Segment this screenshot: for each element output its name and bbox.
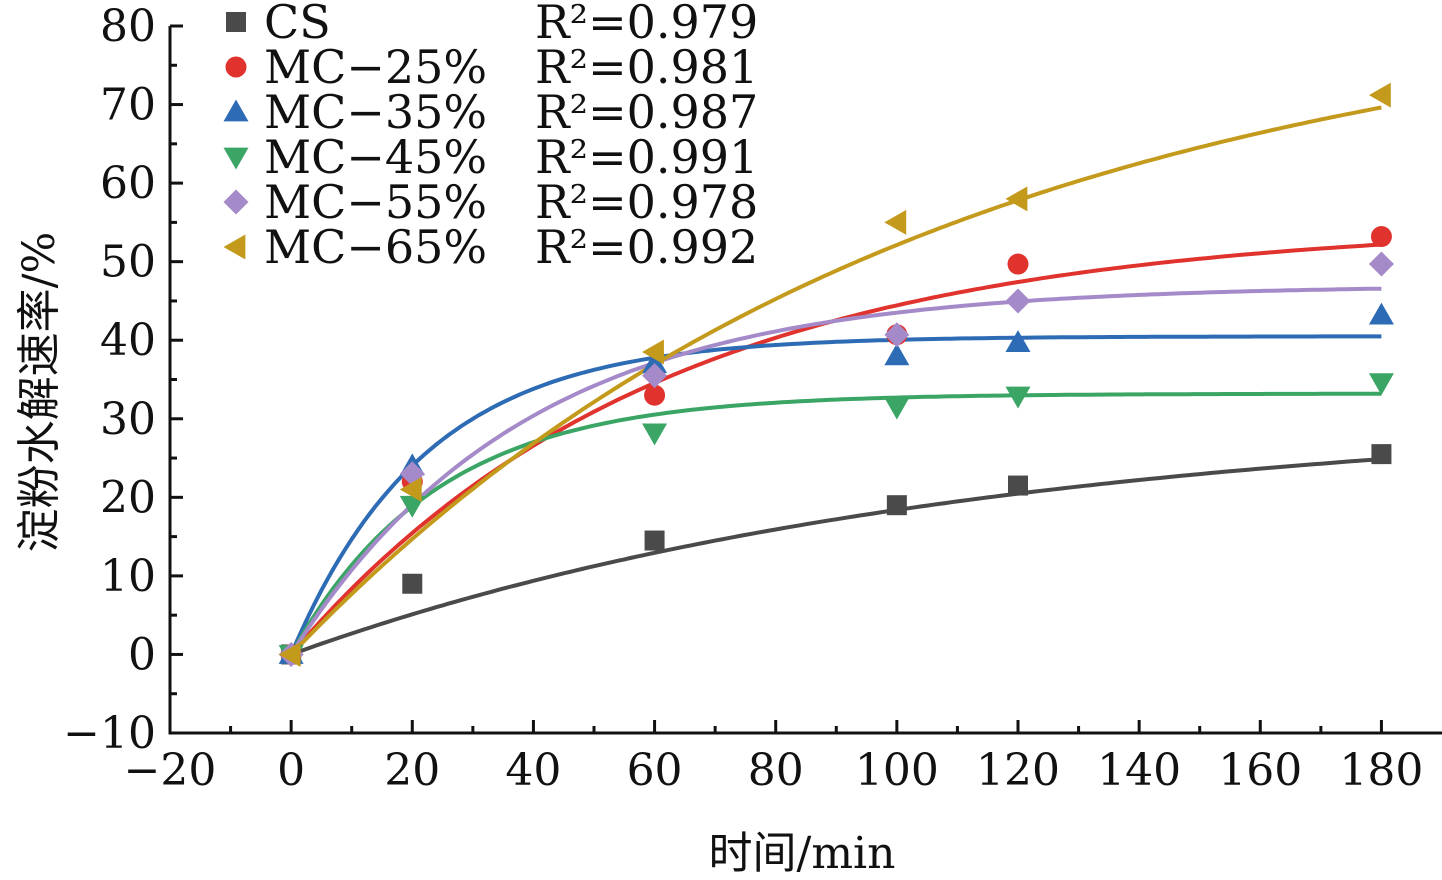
data-point-5-0 <box>278 641 301 667</box>
x-tick-label: 140 <box>1097 745 1181 796</box>
data-point-5-4 <box>1005 186 1028 212</box>
x-tick-label: 180 <box>1339 745 1423 796</box>
data-point-5-5 <box>1368 82 1391 108</box>
data-point-1-4 <box>1007 253 1029 275</box>
data-point-4-3 <box>884 322 910 348</box>
data-point-1-5 <box>1370 226 1392 248</box>
legend-series-name: MC−35% <box>264 85 487 139</box>
x-tick-label: 60 <box>627 745 683 796</box>
fit-curve-2 <box>289 334 1382 656</box>
fit-curve-4 <box>289 286 1382 656</box>
legend-series-name: CS <box>264 0 331 49</box>
data-point-3-5 <box>1368 373 1394 396</box>
legend: CS R²=0.979 MC−25% R²=0.981 MC−35% R²=0.987 MC… <box>223 0 758 274</box>
x-tick-label: −20 <box>124 745 217 796</box>
y-tick-label: 20 <box>100 472 156 523</box>
x-tick-label: 120 <box>976 745 1060 796</box>
data-point-0-3 <box>886 495 907 516</box>
legend-marker-4 <box>223 189 249 215</box>
data-point-3-2 <box>642 423 668 446</box>
legend-marker-1 <box>225 56 247 78</box>
data-point-3-3 <box>884 397 910 420</box>
legend-series-name: MC−25% <box>264 40 487 94</box>
fit-curve-0 <box>290 457 1382 657</box>
y-axis-title: 淀粉水解速率/% <box>14 232 65 553</box>
x-tick-label: 80 <box>748 745 804 796</box>
fit-curve-3 <box>289 391 1382 656</box>
y-tick-label: 10 <box>100 551 156 602</box>
x-tick-label: 0 <box>277 745 305 796</box>
legend-marker-3 <box>223 147 249 170</box>
legend-r2: R²=0.991 <box>535 130 758 184</box>
legend-marker-5 <box>223 234 246 260</box>
legend-marker-0 <box>226 12 246 32</box>
data-point-2-2 <box>642 351 668 374</box>
fit-curve-1 <box>289 242 1382 656</box>
axes: −10 0 10 20 30 40 50 60 70 80 −20 0 20 40 60 80 100 120 14… <box>63 1 1442 796</box>
x-tick-label: 160 <box>1218 745 1302 796</box>
data-point-4-2 <box>642 363 668 389</box>
legend-marker-2 <box>223 99 249 122</box>
fit-curves <box>289 105 1382 657</box>
y-tick-label: −10 <box>63 708 156 759</box>
data-point-3-4 <box>1005 386 1031 409</box>
y-tick-label: 0 <box>128 629 156 680</box>
data-points <box>278 82 1394 667</box>
data-point-0-5 <box>1371 444 1392 465</box>
y-tick-label: 30 <box>100 394 156 445</box>
data-point-4-4 <box>1005 288 1031 314</box>
legend-series-name: MC−65% <box>264 220 487 274</box>
y-tick-label: 60 <box>100 158 156 209</box>
data-point-5-3 <box>884 209 907 235</box>
data-point-2-4 <box>1005 330 1031 352</box>
data-point-1-2 <box>644 384 666 406</box>
legend-r2: R²=0.978 <box>535 175 758 229</box>
y-tick-label: 40 <box>100 315 156 366</box>
x-tick-label: 20 <box>384 745 440 796</box>
legend-series-name: MC−45% <box>264 130 487 184</box>
legend-series-name: MC−55% <box>264 175 487 229</box>
legend-r2: R²=0.987 <box>535 85 758 139</box>
data-point-0-2 <box>644 530 665 551</box>
data-point-4-5 <box>1368 251 1394 277</box>
y-tick-label: 80 <box>100 1 156 52</box>
data-point-3-1 <box>399 495 425 518</box>
y-tick-label: 50 <box>100 237 156 288</box>
fit-curve-5 <box>289 105 1382 656</box>
data-point-0-4 <box>1008 475 1028 496</box>
data-point-0-1 <box>402 573 423 594</box>
data-point-5-1 <box>399 476 422 502</box>
data-point-5-2 <box>642 339 664 365</box>
x-tick-label: 40 <box>505 745 561 796</box>
legend-r2: R²=0.992 <box>535 220 758 274</box>
x-axis-title: 时间/min <box>709 828 896 879</box>
data-point-2-3 <box>884 343 910 366</box>
x-tick-label: 100 <box>855 745 939 796</box>
y-tick-label: 70 <box>100 80 156 131</box>
data-point-2-5 <box>1368 302 1394 325</box>
legend-r2: R²=0.981 <box>535 40 758 94</box>
legend-r2: R²=0.979 <box>535 0 758 49</box>
